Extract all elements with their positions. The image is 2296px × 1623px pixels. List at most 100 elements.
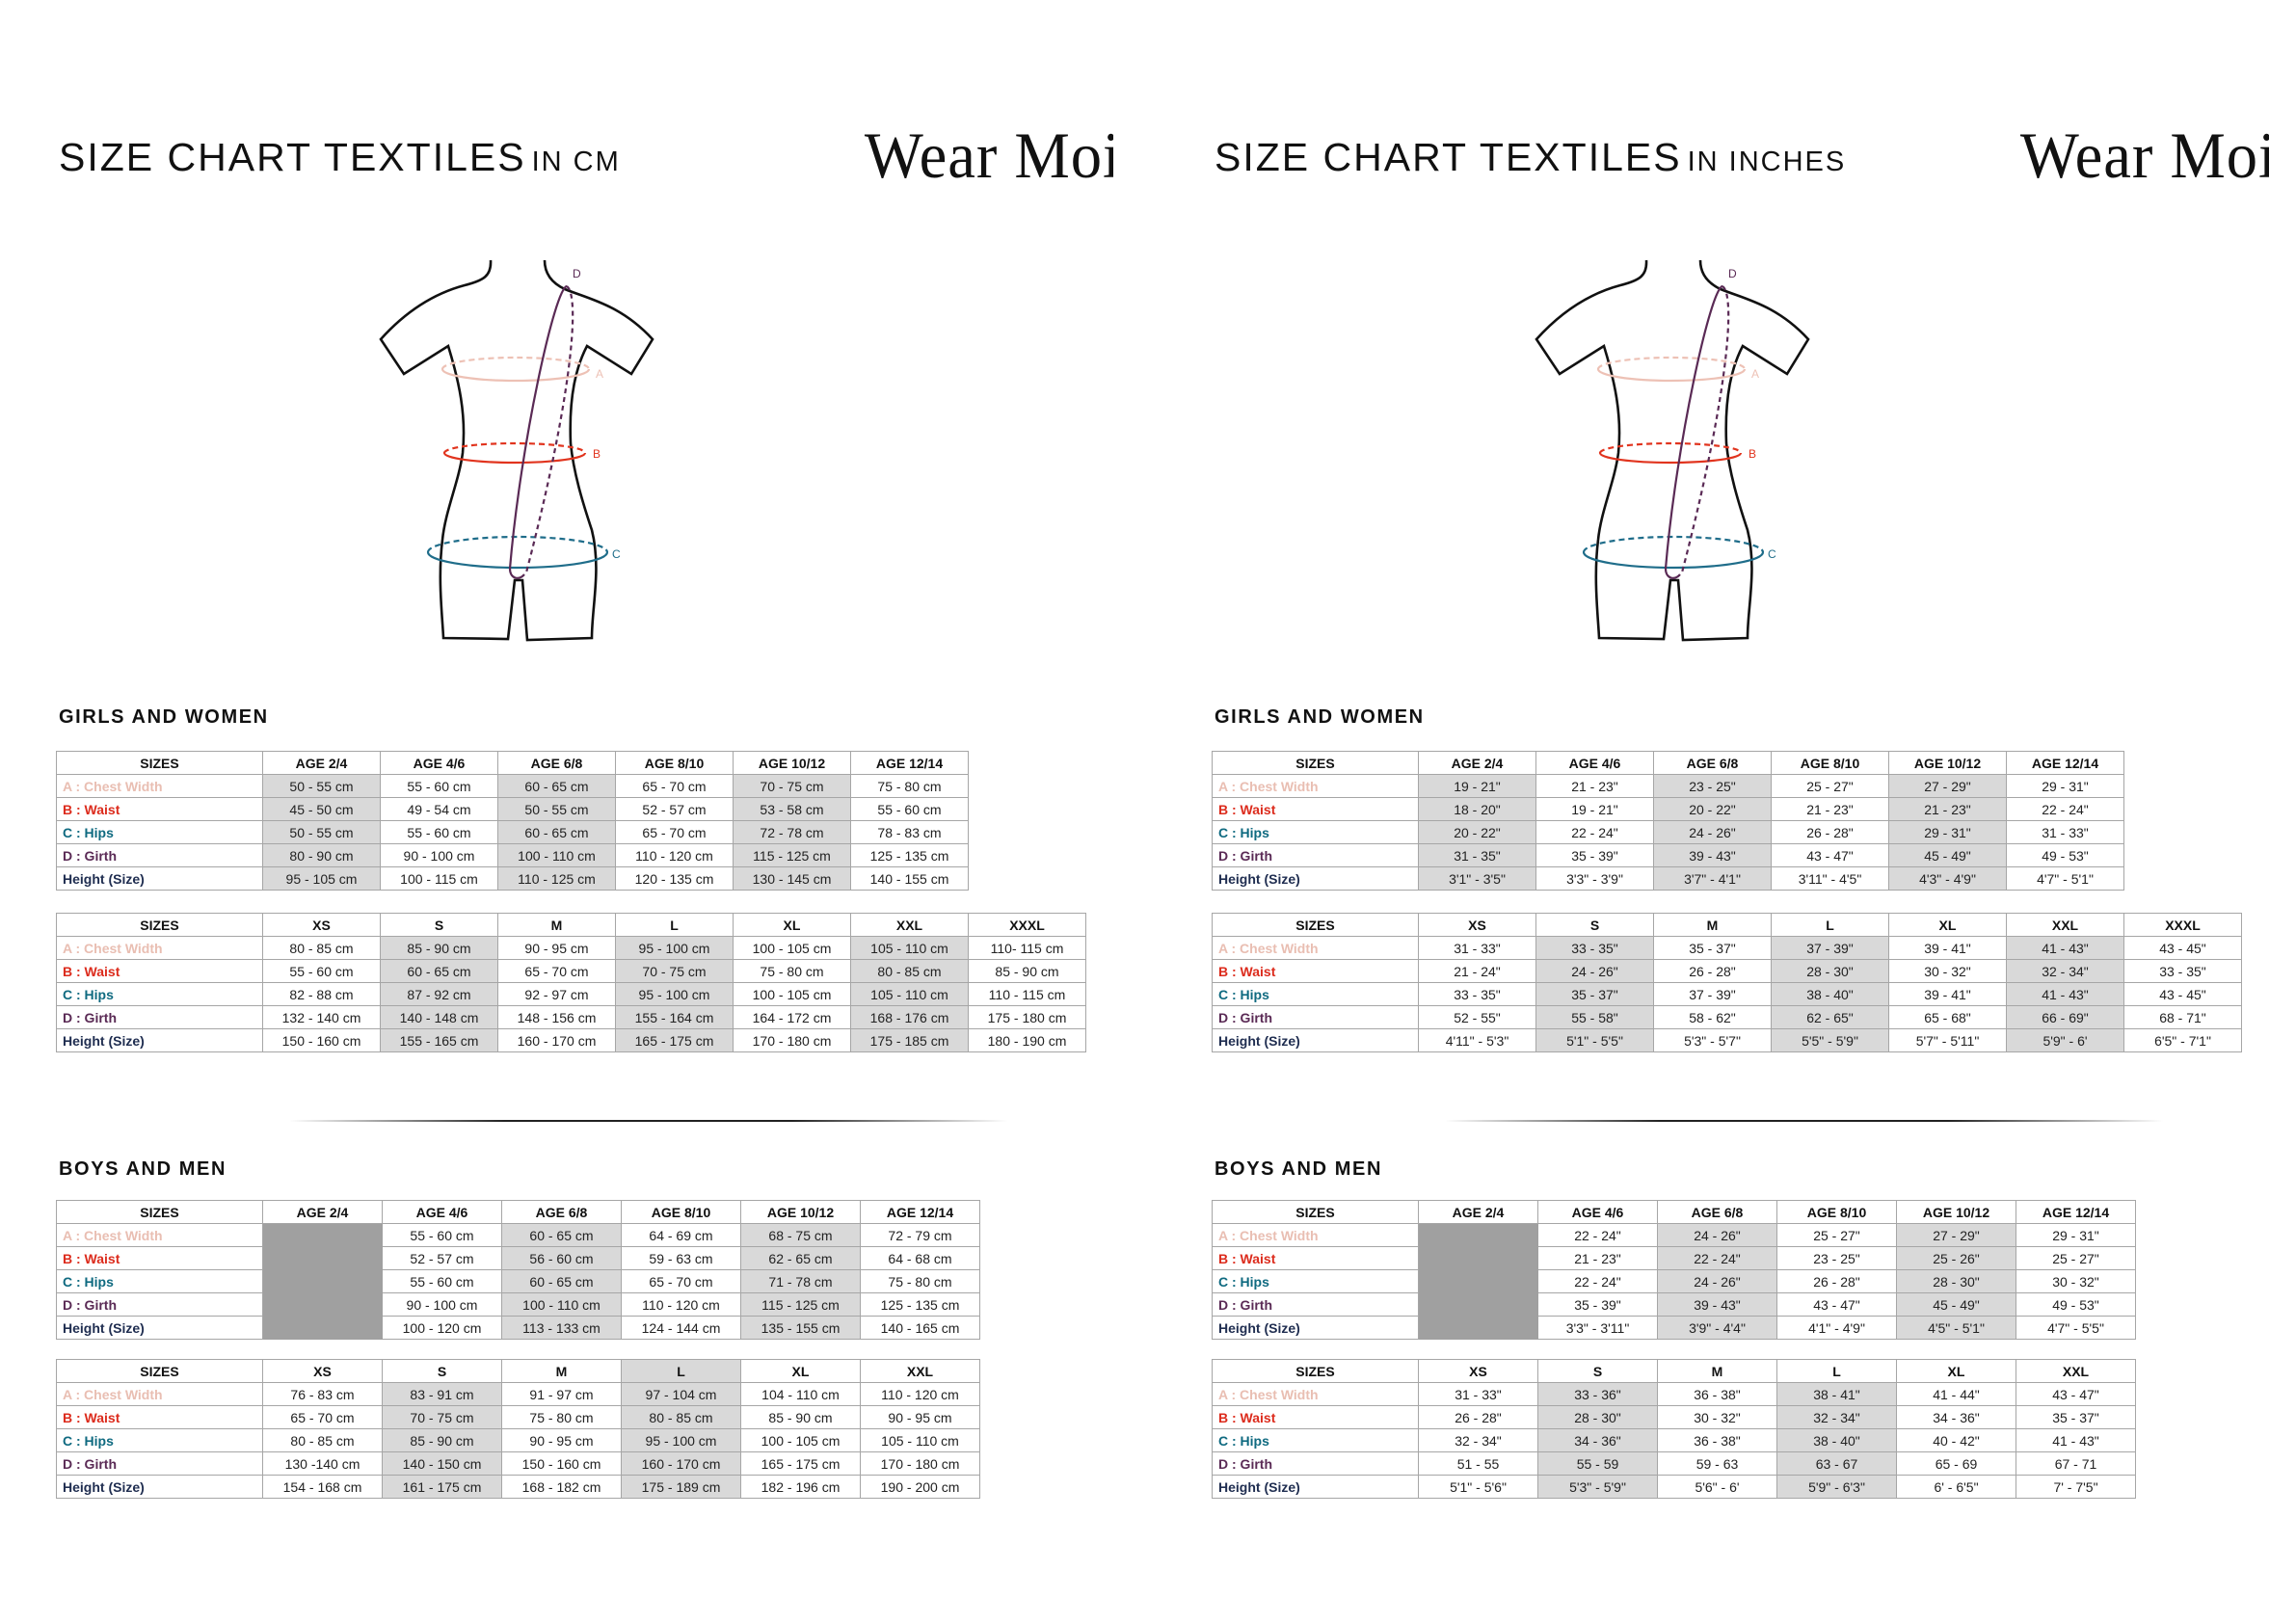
size-value-cell: 22 - 24" (2006, 797, 2124, 821)
size-value-cell: 38 - 40" (1771, 982, 1889, 1006)
size-value-cell: 32 - 34" (2006, 959, 2124, 983)
table-row-height: Height (Size) 100 - 120 cm 113 - 133 cm 124… (56, 1316, 980, 1340)
column-header: SIZES (1212, 913, 1419, 937)
size-value-cell: 190 - 200 cm (860, 1475, 980, 1499)
title-unit: IN INCHES (1687, 146, 1847, 177)
size-value-cell: 55 - 60 cm (850, 797, 969, 821)
section-heading-girls-women: GIRLS AND WOMEN (59, 706, 269, 728)
size-value-cell: 65 - 70 cm (262, 1405, 383, 1429)
size-value-cell: 80 - 85 cm (850, 959, 969, 983)
size-value-cell: 50 - 55 cm (497, 797, 616, 821)
size-value-cell: 26 - 28" (1653, 959, 1772, 983)
size-value-cell: 55 - 60 cm (382, 1269, 502, 1293)
row-label: Height (Size) (1212, 1028, 1419, 1052)
unavailable-cell (1418, 1316, 1538, 1340)
wear-moi-logo: Wear Moi (865, 120, 1113, 191)
row-label: D : Girth (56, 1292, 263, 1317)
size-value-cell: 90 - 95 cm (860, 1405, 980, 1429)
row-label: D : Girth (56, 1005, 263, 1029)
size-value-cell: 90 - 100 cm (380, 843, 498, 867)
size-value-cell: 154 - 168 cm (262, 1475, 383, 1499)
row-label: D : Girth (1212, 1451, 1419, 1476)
size-value-cell: 140 - 165 cm (860, 1316, 980, 1340)
row-label: C : Hips (1212, 1428, 1419, 1452)
size-value-cell: 36 - 38" (1657, 1428, 1777, 1452)
size-value-cell: 52 - 57 cm (615, 797, 734, 821)
column-header: AGE 12/14 (2006, 751, 2124, 775)
row-label: Height (Size) (56, 866, 263, 891)
size-value-cell: 18 - 20" (1418, 797, 1536, 821)
column-header: M (1657, 1359, 1777, 1383)
size-value-cell: 100 - 115 cm (380, 866, 498, 891)
size-chart-inches-panel: SIZE CHART TEXTILES IN INCHES Wear Moi A … (1156, 0, 2296, 1623)
table-row-waist: B : Waist 55 - 60 cm 60 - 65 cm 65 - 70 cm 7… (56, 959, 1086, 983)
page-title: SIZE CHART TEXTILES IN CM (59, 135, 621, 180)
body-measurement-figure: A B C D (1535, 259, 1810, 642)
unavailable-cell (262, 1223, 383, 1247)
size-value-cell: 97 - 104 cm (621, 1382, 741, 1406)
size-value-cell: 72 - 79 cm (860, 1223, 980, 1247)
column-header: AGE 8/10 (1776, 1200, 1897, 1224)
size-value-cell: 39 - 43" (1657, 1292, 1777, 1317)
column-header: L (1776, 1359, 1897, 1383)
column-header: AGE 6/8 (497, 751, 616, 775)
row-label: D : Girth (1212, 1005, 1419, 1029)
row-label: C : Hips (1212, 1269, 1419, 1293)
size-value-cell: 95 - 100 cm (615, 936, 734, 960)
table-header-row: SIZES XS S M L XL XXL XXXL (56, 913, 1086, 937)
table-row-height: Height (Size) 5'1" - 5'6" 5'3" - 5'9" 5'6" … (1212, 1475, 2136, 1499)
size-value-cell: 65 - 70 cm (615, 820, 734, 844)
size-value-cell: 33 - 35" (1418, 982, 1536, 1006)
row-label: C : Hips (56, 1269, 263, 1293)
size-value-cell: 60 - 65 cm (497, 774, 616, 798)
size-value-cell: 85 - 90 cm (382, 1428, 502, 1452)
table-row-girth: D : Girth 132 - 140 cm 140 - 148 cm 148 - 1… (56, 1005, 1086, 1029)
column-header: AGE 10/12 (1888, 751, 2007, 775)
size-value-cell: 52 - 57 cm (382, 1246, 502, 1270)
size-value-cell: 52 - 55" (1418, 1005, 1536, 1029)
size-value-cell: 155 - 165 cm (380, 1028, 498, 1052)
column-header: S (1537, 1359, 1658, 1383)
size-value-cell: 110 - 115 cm (968, 982, 1086, 1006)
size-value-cell: 150 - 160 cm (501, 1451, 622, 1476)
size-value-cell: 21 - 23" (1535, 774, 1654, 798)
table-header-row: SIZES AGE 2/4 AGE 4/6 AGE 6/8 AGE 8/10 AGE 10… (56, 1200, 980, 1224)
waist-measure-line: B (442, 441, 601, 465)
body-measurement-figure: A B C D (379, 259, 654, 642)
size-value-cell: 43 - 47" (1776, 1292, 1897, 1317)
table-row-girth: D : Girth 90 - 100 cm 100 - 110 cm 110 - 12… (56, 1292, 980, 1317)
size-value-cell: 150 - 160 cm (262, 1028, 381, 1052)
row-label: B : Waist (1212, 797, 1419, 821)
size-value-cell: 45 - 50 cm (262, 797, 381, 821)
size-value-cell: 21 - 24" (1418, 959, 1536, 983)
row-label: A : Chest Width (1212, 1382, 1419, 1406)
column-header: SIZES (1212, 1359, 1419, 1383)
size-value-cell: 130 -140 cm (262, 1451, 383, 1476)
size-value-cell: 65 - 70 cm (497, 959, 616, 983)
size-value-cell: 43 - 47" (1771, 843, 1889, 867)
size-value-cell: 31 - 33" (2006, 820, 2124, 844)
table-row-height: Height (Size) 95 - 105 cm 100 - 115 cm 110 … (56, 866, 969, 891)
row-label: C : Hips (56, 1428, 263, 1452)
size-value-cell: 23 - 25" (1653, 774, 1772, 798)
size-value-cell: 30 - 32" (1888, 959, 2007, 983)
size-value-cell: 76 - 83 cm (262, 1382, 383, 1406)
size-value-cell: 105 - 110 cm (860, 1428, 980, 1452)
size-value-cell: 29 - 31" (2016, 1223, 2136, 1247)
size-value-cell: 23 - 25" (1776, 1246, 1897, 1270)
column-header: SIZES (56, 751, 263, 775)
size-value-cell: 182 - 196 cm (740, 1475, 861, 1499)
size-value-cell: 175 - 180 cm (968, 1005, 1086, 1029)
size-value-cell: 55 - 58" (1535, 1005, 1654, 1029)
size-value-cell: 80 - 85 cm (262, 1428, 383, 1452)
size-value-cell: 55 - 59 (1537, 1451, 1658, 1476)
column-header: AGE 4/6 (1537, 1200, 1658, 1224)
size-value-cell: 95 - 100 cm (615, 982, 734, 1006)
size-value-cell: 100 - 105 cm (733, 982, 851, 1006)
svg-text:B: B (1749, 447, 1756, 461)
table-row-chest: A : Chest Width 76 - 83 cm 83 - 91 cm 91 - … (56, 1382, 980, 1406)
size-table: SIZES AGE 2/4 AGE 4/6 AGE 6/8 AGE 8/10 AGE 10… (1212, 1200, 2136, 1340)
size-value-cell: 35 - 39" (1535, 843, 1654, 867)
table-header-row: SIZES XS S M L XL XXL XXXL (1212, 913, 2242, 937)
section-divider (289, 1120, 1007, 1122)
